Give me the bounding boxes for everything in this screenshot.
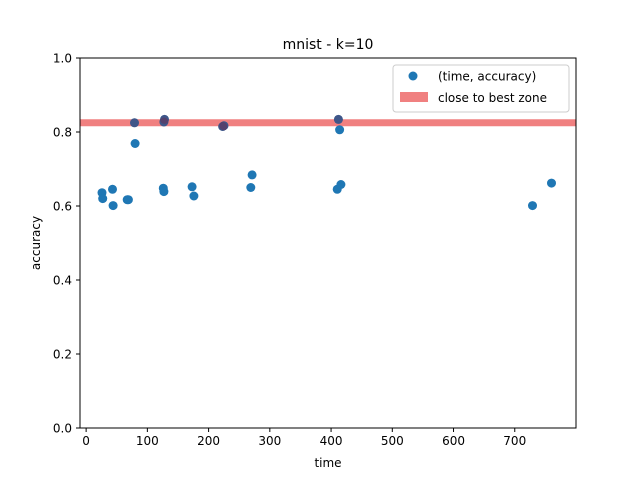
data-point bbox=[130, 118, 139, 128]
legend-label-points: (time, accuracy) bbox=[438, 70, 536, 84]
x-tick-label: 400 bbox=[320, 434, 343, 448]
data-point bbox=[333, 114, 343, 124]
x-tick-label: 200 bbox=[197, 434, 220, 448]
x-axis-ticks: 0 100 200 300 400 500 600 700 bbox=[82, 428, 526, 448]
data-point bbox=[528, 201, 537, 211]
y-tick-label: 0.6 bbox=[53, 200, 72, 214]
points-layer bbox=[97, 114, 556, 211]
legend-swatch-band bbox=[400, 92, 428, 102]
close-to-best-band bbox=[80, 119, 576, 127]
x-tick-label: 100 bbox=[136, 434, 159, 448]
legend-label-band: close to best zone bbox=[438, 91, 547, 105]
x-tick-label: 600 bbox=[442, 434, 465, 448]
data-point-band-overlay bbox=[219, 121, 229, 131]
data-point bbox=[246, 183, 256, 192]
data-point bbox=[98, 194, 108, 204]
y-tick-label: 0.0 bbox=[53, 422, 72, 436]
band-layer bbox=[80, 119, 576, 127]
x-tick-label: 300 bbox=[258, 434, 281, 448]
data-point-band-overlay bbox=[160, 114, 169, 124]
data-point-band-overlay bbox=[130, 118, 139, 128]
data-point bbox=[219, 121, 229, 131]
data-point bbox=[335, 125, 345, 135]
data-point bbox=[547, 178, 556, 188]
data-point-band-overlay bbox=[333, 114, 343, 124]
data-point-band-overlay bbox=[159, 117, 169, 127]
y-tick-label: 1.0 bbox=[53, 52, 72, 66]
data-point bbox=[123, 195, 133, 205]
legend-marker-points bbox=[408, 71, 418, 81]
data-point bbox=[189, 191, 199, 201]
x-tick-label: 0 bbox=[82, 434, 90, 448]
y-tick-label: 0.4 bbox=[53, 274, 72, 288]
data-point-band-overlay bbox=[218, 122, 228, 131]
data-point bbox=[247, 170, 257, 180]
data-point bbox=[108, 201, 118, 211]
y-axis-ticks: 0.0 0.2 0.4 0.6 0.8 1.0 bbox=[53, 52, 80, 436]
x-tick-label: 500 bbox=[381, 434, 404, 448]
data-point bbox=[336, 180, 346, 189]
y-tick-label: 0.2 bbox=[53, 348, 72, 362]
y-axis-label: accuracy bbox=[29, 216, 43, 270]
chart-title: mnist - k=10 bbox=[283, 37, 374, 53]
x-axis-label: time bbox=[314, 456, 341, 470]
data-point bbox=[159, 187, 169, 197]
y-tick-label: 0.8 bbox=[53, 126, 72, 140]
data-point bbox=[108, 184, 117, 194]
x-tick-label: 700 bbox=[503, 434, 526, 448]
data-point bbox=[160, 114, 169, 124]
legend-box bbox=[392, 64, 570, 113]
data-point bbox=[130, 139, 140, 148]
legend: (time, accuracy) close to best zone bbox=[392, 64, 570, 113]
plot-frame bbox=[79, 57, 577, 429]
data-point bbox=[187, 182, 197, 192]
